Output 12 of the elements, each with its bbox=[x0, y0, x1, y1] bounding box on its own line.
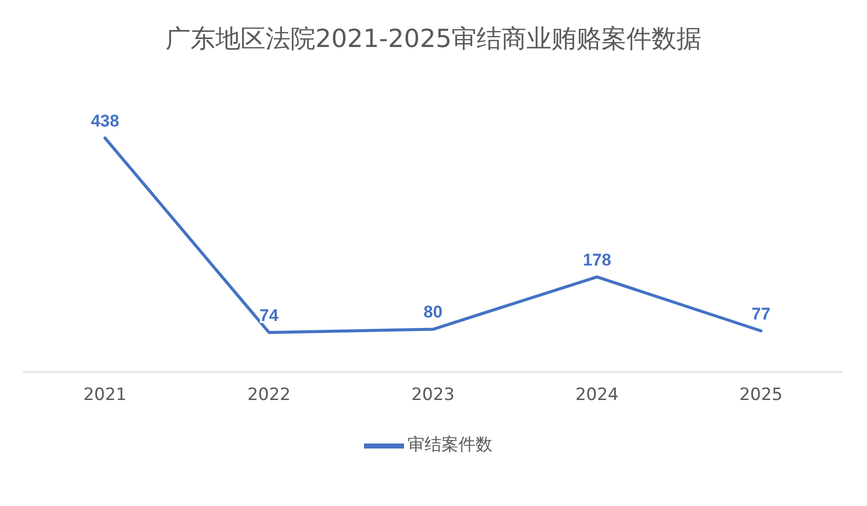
x-tick-label: 2023 bbox=[411, 385, 455, 406]
x-tick-label: 2022 bbox=[247, 385, 291, 406]
chart-title: 广东地区法院2021-2025审结商业贿赂案件数据 bbox=[164, 23, 703, 55]
legend-label: 审结案件数 bbox=[408, 435, 492, 456]
data-label: 80 bbox=[424, 302, 442, 322]
data-label: 77 bbox=[752, 304, 770, 324]
x-tick-label: 2025 bbox=[739, 385, 783, 406]
x-tick-label: 2021 bbox=[83, 385, 127, 406]
data-label: 438 bbox=[90, 111, 120, 130]
data-label: 178 bbox=[582, 250, 612, 270]
x-tick-label: 2024 bbox=[575, 385, 619, 406]
data-label: 74 bbox=[260, 306, 279, 325]
